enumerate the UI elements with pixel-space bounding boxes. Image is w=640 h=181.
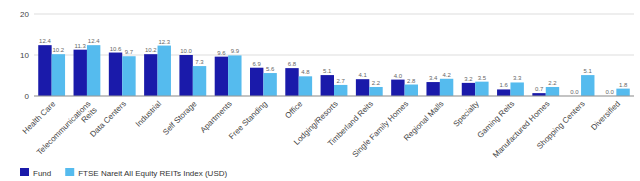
bar — [87, 45, 100, 96]
data-label: 4.0 — [394, 73, 403, 79]
data-label: 12.4 — [39, 38, 51, 44]
data-label: 0.7 — [535, 86, 544, 92]
grid-line — [34, 14, 634, 15]
y-tick-label: 20 — [20, 10, 29, 19]
bar — [369, 87, 382, 96]
series-bars — [52, 45, 630, 96]
legend-swatch — [20, 168, 29, 176]
x-tick-label: Free Standing — [227, 99, 269, 141]
x-tick-label: Apartments — [198, 99, 233, 134]
x-tick-label: Regional Malls — [402, 99, 445, 142]
bar — [440, 79, 453, 96]
bar — [581, 75, 594, 96]
legend-swatch — [65, 168, 74, 176]
bars — [38, 45, 630, 96]
data-label: 3.2 — [464, 76, 473, 82]
x-axis: Health CareTelecommunicationsReitsData C… — [21, 99, 622, 163]
data-label: 1.6 — [500, 82, 509, 88]
bar — [109, 53, 122, 96]
bar — [285, 68, 298, 96]
chart: 0102012.411.310.610.210.09.66.96.85.14.1… — [0, 0, 640, 181]
data-label: 6.9 — [253, 61, 262, 67]
data-label: 4.2 — [442, 72, 451, 78]
data-label: 5.1 — [584, 68, 593, 74]
bar — [193, 66, 206, 96]
data-label: 7.3 — [195, 59, 204, 65]
bar — [74, 50, 87, 96]
data-label: 10.0 — [180, 48, 192, 54]
bar — [426, 82, 439, 96]
bar — [510, 82, 523, 96]
grid — [34, 14, 634, 96]
x-tick-label: Manufactured Homes — [491, 99, 551, 159]
x-tick-label: Self Storage — [161, 99, 199, 137]
bar — [321, 75, 334, 96]
bar — [144, 54, 157, 96]
x-tick-label: Diversified — [589, 99, 622, 132]
bar — [546, 87, 559, 96]
data-label: 10.2 — [53, 47, 65, 53]
data-label: 9.9 — [231, 48, 240, 54]
bar — [391, 80, 404, 96]
data-label: 9.6 — [217, 50, 226, 56]
bar — [158, 46, 171, 96]
x-axis-line — [34, 96, 634, 97]
data-label: 2.2 — [372, 80, 381, 86]
data-label: 0.0 — [605, 89, 614, 95]
grid-line — [34, 96, 634, 97]
bar — [616, 89, 629, 96]
bar — [250, 68, 263, 96]
y-axis: 0 10 20 — [20, 10, 29, 101]
legend: Fund FTSE Nareit All Equity REITs Index (… — [20, 168, 228, 178]
data-label: 3.3 — [513, 75, 522, 81]
data-label: 3.4 — [429, 75, 438, 81]
y-tick-label: 10 — [20, 51, 29, 60]
data-label: 10.6 — [110, 46, 122, 52]
x-tick-label: Industrial — [134, 99, 163, 128]
legend-label: Fund — [33, 169, 51, 178]
bar — [462, 83, 475, 96]
data-label: 12.3 — [158, 39, 170, 45]
data-label: 2.8 — [407, 78, 416, 84]
x-tick-label: Health Care — [21, 99, 58, 136]
data-label: 6.8 — [288, 61, 297, 67]
x-tick-label: Shopping Centers — [535, 99, 587, 151]
bar — [215, 57, 228, 96]
data-labels: 12.411.310.610.210.09.66.96.85.14.14.03.… — [39, 38, 628, 95]
data-label: 11.3 — [75, 43, 87, 49]
data-label: 1.8 — [619, 82, 628, 88]
y-tick-label: 0 — [25, 92, 30, 101]
bar — [405, 85, 418, 96]
x-tick-label: Office — [283, 99, 304, 120]
bar — [179, 55, 192, 96]
x-tick-label: Data Centers — [88, 99, 128, 139]
data-label: 5.6 — [266, 66, 275, 72]
x-tick-label: Specialty — [452, 99, 481, 128]
series-bars — [38, 45, 546, 96]
bar — [38, 45, 51, 96]
bar — [52, 54, 65, 96]
x-tick-label: Single Family Homes — [350, 99, 410, 159]
data-label: 2.7 — [337, 78, 346, 84]
bar — [263, 73, 276, 96]
data-label: 4.1 — [358, 72, 367, 78]
bar — [334, 85, 347, 96]
data-label: 9.7 — [125, 49, 134, 55]
data-label: 5.1 — [323, 68, 332, 74]
data-label: 10.2 — [145, 47, 157, 53]
bar — [497, 89, 510, 96]
bar — [299, 76, 312, 96]
bar — [228, 55, 241, 96]
bar — [475, 82, 488, 96]
data-label: 0.0 — [570, 89, 579, 95]
data-label: 3.5 — [478, 75, 487, 81]
bar — [356, 79, 369, 96]
bar — [122, 56, 135, 96]
data-label: 2.2 — [548, 80, 557, 86]
data-label: 4.8 — [301, 69, 310, 75]
data-label: 12.4 — [88, 38, 100, 44]
legend-label: FTSE Nareit All Equity REITs Index (USD) — [78, 169, 227, 178]
